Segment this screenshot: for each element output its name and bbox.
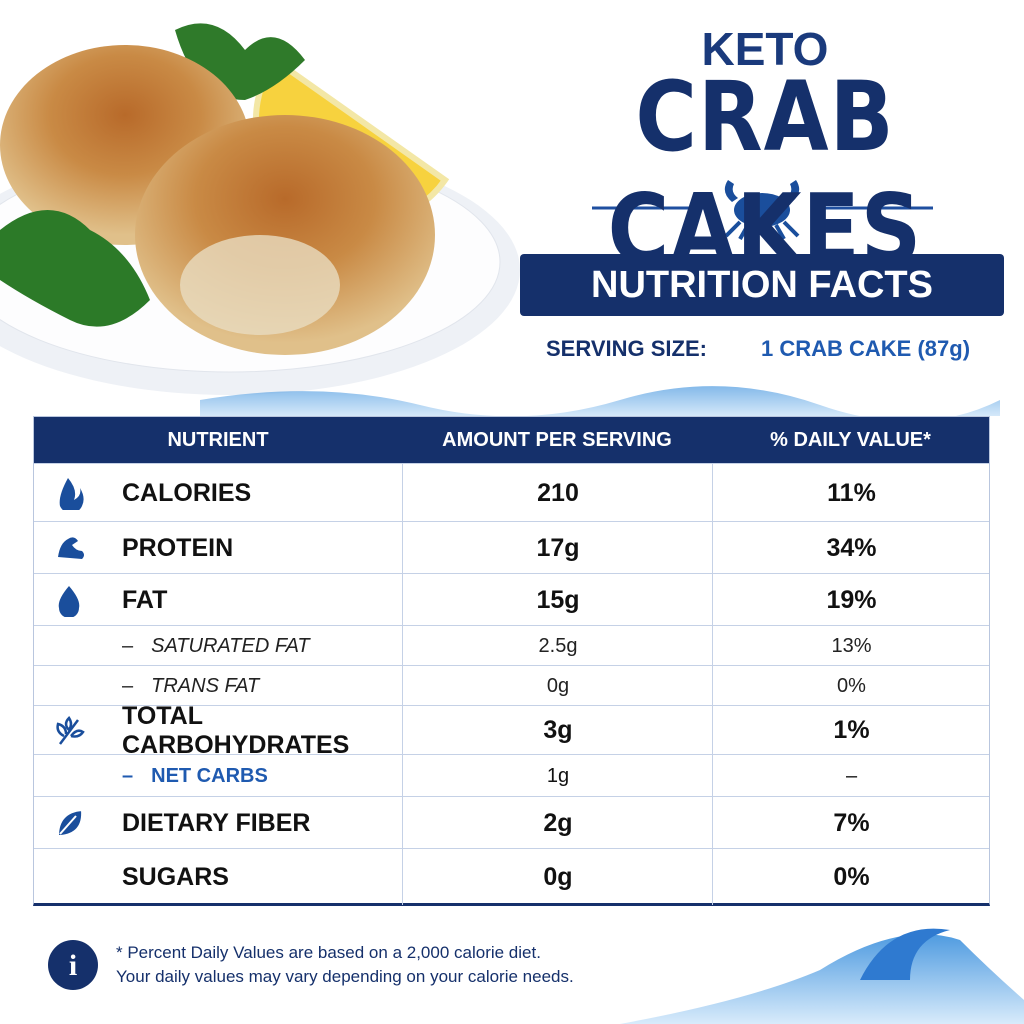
nutrient: SATURATED FAT [122,626,402,666]
amount: 3g [402,706,713,755]
amount: 2.5g [402,626,713,666]
nutrient: SUGARS [122,862,229,891]
amount: 1g [402,755,713,797]
table-row: FAT 15g 19% [34,573,989,626]
amount: 0g [402,666,713,706]
row-icon [59,478,84,510]
daily-value: 0% [712,849,990,905]
title: CRAB CAKES [607,60,923,286]
daily-value: 7% [712,797,990,849]
column-header: AMOUNT PER SERVING [402,417,712,463]
amount: 210 [402,464,713,522]
kicker: KETO [701,23,829,75]
nutrient: DIETARY FIBER [122,808,311,837]
amount: 17g [402,522,713,574]
daily-value: 19% [712,574,990,626]
daily-value: – [712,755,990,797]
column-header: NUTRIENT [34,417,402,463]
table-row: DIETARY FIBER 2g 7% [34,796,989,849]
footnote: * Percent Daily Values are based on a 2,… [116,943,541,962]
daily-value: 1% [712,706,990,755]
svg-text:i: i [69,949,77,982]
column-header: % DAILY VALUE* [712,417,989,463]
nutrition-table: NUTRIENT AMOUNT PER SERVING % DAILY VALU… [33,416,990,906]
row-icon [58,586,80,617]
row-icon [56,715,85,745]
nutrient: FAT [122,585,168,614]
serving-label: SERVING SIZE: [546,336,707,361]
row-icon [56,808,84,837]
nutrient: NET CARBS [122,755,402,797]
nutrient: CALORIES [122,478,252,507]
amount: 15g [402,574,713,626]
table-row: TOTAL CARBOHYDRATES 3g 1% [34,701,990,759]
amount: 0g [402,849,713,905]
row-icon [58,537,84,559]
table-row: CALORIES 210 11% [34,463,989,522]
footnote: Your daily values may vary depending on … [116,967,574,986]
amount: 2g [402,797,713,849]
nutrient: TOTAL CARBOHYDRATES [122,701,350,759]
serving-value: 1 CRAB CAKE (87g) [761,336,971,361]
daily-value: 0% [712,666,990,706]
daily-value: 11% [712,464,990,522]
table-row: SUGARS 0g 0% [34,848,989,905]
nutrient: PROTEIN [122,533,234,562]
table-row: PROTEIN 17g 34% [34,521,989,574]
daily-value: 13% [712,626,990,666]
nutrient: TRANS FAT [122,666,402,706]
banner: NUTRITION FACTS [520,254,1004,316]
daily-value: 34% [712,522,990,574]
